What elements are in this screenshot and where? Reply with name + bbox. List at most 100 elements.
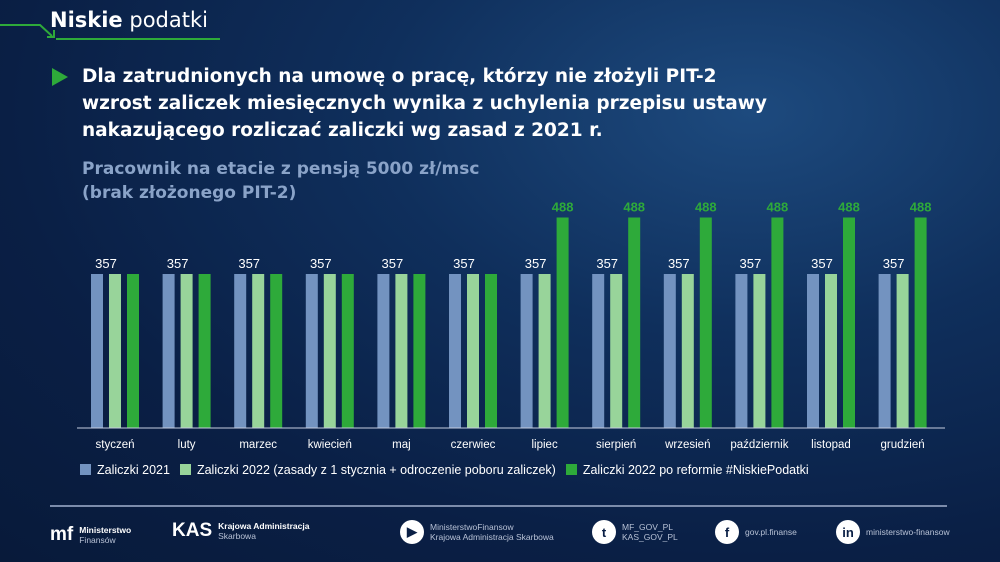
facebook-text: gov.pl.finanse: [745, 527, 797, 537]
bar: [735, 274, 748, 428]
headline: Dla zatrudnionych na umowę o pracę, któr…: [82, 63, 982, 144]
bar: [109, 274, 121, 428]
bar: [449, 274, 461, 428]
x-tick-label: marzec: [239, 439, 277, 451]
bar: [377, 274, 390, 428]
data-label: 357: [167, 256, 189, 271]
bar: [914, 217, 927, 428]
bar: [467, 274, 479, 428]
x-tick-label: lipiec: [531, 439, 557, 451]
data-label: 357: [883, 256, 905, 271]
x-tick-label: luty: [178, 439, 196, 451]
brand-logo: Niskie podatki: [50, 8, 208, 32]
subtitle-line: (brak złożonego PIT-2): [82, 183, 297, 203]
bar: [162, 274, 175, 428]
kas-logo: KAS Krajowa Administracja Skarbowa: [172, 520, 309, 542]
twitter-icon: t: [592, 520, 616, 544]
legend-item: Zaliczki 2022 po reformie #NiskiePodatki: [565, 463, 809, 477]
x-tick-label: styczeń: [96, 439, 135, 451]
x-tick-label: listopad: [811, 439, 851, 451]
data-label: 357: [453, 256, 475, 271]
brand-light: podatki: [129, 8, 208, 32]
bar: [91, 274, 103, 428]
twitter-text: KAS_GOV_PL: [622, 532, 678, 542]
kas-logo-icon: KAS: [172, 520, 213, 541]
x-tick-label: kwiecień: [308, 439, 352, 451]
legend-item: Zaliczki 2021: [80, 463, 170, 477]
mf-name: Ministerstwo: [79, 525, 132, 535]
bar: [198, 274, 211, 428]
data-label: 357: [740, 256, 762, 271]
bar: [628, 217, 641, 428]
bar: [127, 274, 139, 428]
legend-swatch: [565, 464, 577, 475]
bar: [538, 274, 551, 428]
footer: mf Ministerstwo Finansów KAS Krajowa Admini…: [0, 518, 1000, 554]
chart-legend: Zaliczki 2021 Zaliczki 2022 (zasady z 1 …: [80, 463, 809, 477]
bar: [807, 274, 819, 428]
bar: [825, 274, 837, 428]
bar: [520, 274, 533, 428]
footer-divider: [50, 505, 947, 507]
bar: [771, 217, 784, 428]
x-tick-label: sierpień: [596, 439, 636, 451]
bar: [413, 274, 426, 428]
x-tick-label: październik: [730, 439, 788, 451]
legend-swatch: [80, 464, 91, 475]
kas-name: Krajowa Administracja: [218, 521, 310, 531]
data-label: 357: [382, 256, 404, 271]
data-label: 357: [310, 256, 332, 271]
reform-data-label: 488: [552, 199, 574, 214]
bar: [305, 274, 318, 428]
mf-logo-icon: mf: [50, 524, 74, 545]
data-label: 357: [525, 256, 547, 271]
subtitle-line: Pracownik na etacie z pensją 5000 zł/msc: [82, 159, 480, 179]
reform-data-label: 488: [910, 199, 932, 214]
headline-line: Dla zatrudnionych na umowę o pracę, któr…: [82, 66, 717, 87]
twitter-link[interactable]: t MF_GOV_PL KAS_GOV_PL: [592, 520, 678, 544]
legend-swatch: [179, 464, 191, 475]
bar: [234, 274, 247, 428]
reform-data-label: 488: [767, 199, 789, 214]
bar: [592, 274, 605, 428]
data-label: 357: [596, 256, 618, 271]
bar: [485, 274, 497, 428]
bar: [843, 217, 855, 428]
youtube-text: Krajowa Administracja Skarbowa: [430, 532, 554, 542]
bar-chart: 357 styczeń 357 luty 357 marzec 357 kwiecień 357…: [77, 199, 945, 451]
mf-name: Finansów: [79, 535, 116, 545]
twitter-text: MF_GOV_PL: [622, 522, 674, 532]
bar: [663, 274, 676, 428]
bar: [270, 274, 283, 428]
bar: [341, 274, 354, 428]
legend-label: Zaliczki 2022 (zasady z 1 stycznia + odr…: [196, 463, 556, 477]
play-bullet-icon: [52, 68, 68, 86]
youtube-icon: ▶: [400, 520, 424, 544]
x-tick-label: wrzesień: [664, 439, 710, 451]
bar: [395, 274, 408, 428]
facebook-link[interactable]: f gov.pl.finanse: [715, 520, 797, 544]
x-tick-label: czerwiec: [451, 439, 496, 451]
data-label: 357: [95, 256, 117, 271]
data-label: 357: [811, 256, 833, 271]
youtube-link[interactable]: ▶ MinisterstwoFinansow Krajowa Administrac…: [400, 520, 554, 544]
chart-subtitle: Pracownik na etacie z pensją 5000 zł/msc…: [82, 157, 479, 205]
data-label: 357: [238, 256, 260, 271]
bar: [699, 217, 712, 428]
linkedin-link[interactable]: in ministerstwo-finansow: [836, 520, 950, 544]
bar: [610, 274, 623, 428]
facebook-icon: f: [715, 520, 739, 544]
bar: [556, 217, 569, 428]
bar: [323, 274, 336, 428]
bar: [878, 274, 891, 428]
reform-data-label: 488: [695, 199, 717, 214]
bar: [252, 274, 265, 428]
brand-arrow-line: [0, 24, 220, 40]
headline-line: wzrost zaliczek miesięcznych wynika z uc…: [82, 93, 767, 114]
headline-line: nakazującego rozliczać zaliczki wg zasad…: [82, 120, 603, 141]
bar: [180, 274, 193, 428]
reform-data-label: 488: [623, 199, 645, 214]
legend-label: Zaliczki 2021: [97, 463, 170, 477]
reform-data-label: 488: [838, 199, 860, 214]
bar: [753, 274, 766, 428]
